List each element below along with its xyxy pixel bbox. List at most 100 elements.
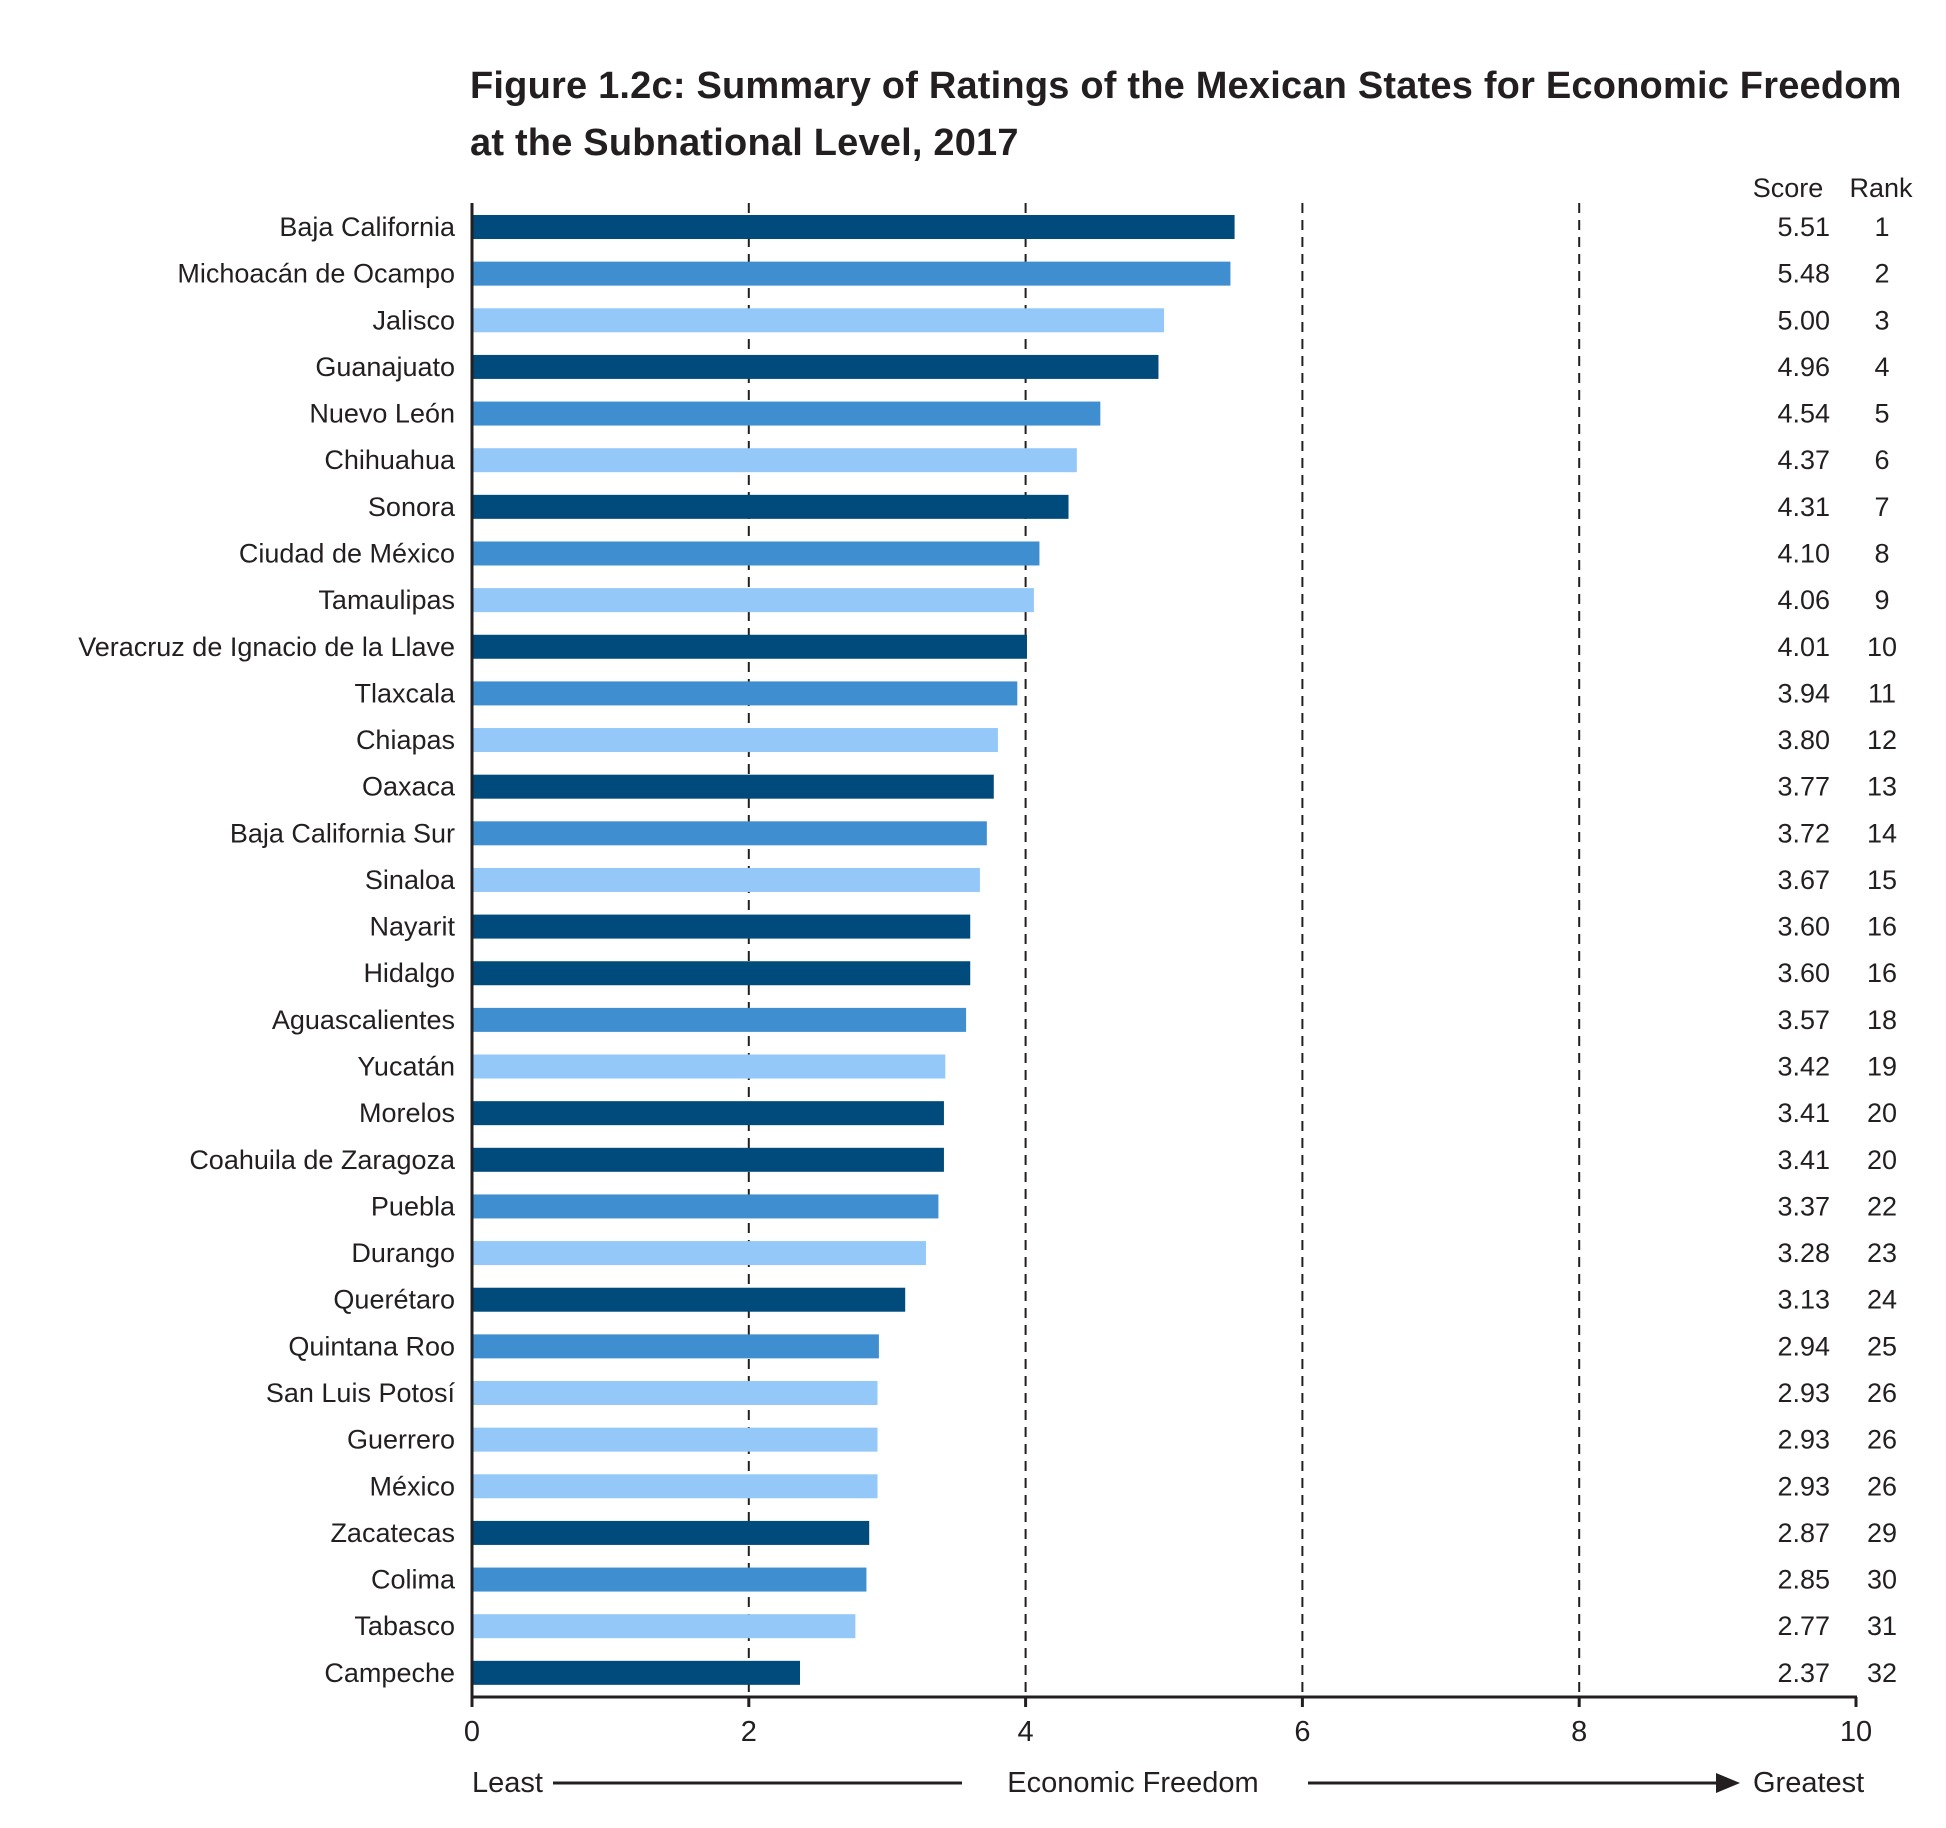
rank-header: Rank — [1849, 173, 1913, 203]
rank-value-25: 25 — [1867, 1331, 1897, 1361]
axis-arrow-head — [1716, 1773, 1740, 1793]
bar-22 — [472, 1194, 939, 1219]
category-label-6: Chihuahua — [324, 445, 456, 475]
category-label-24: Querétaro — [333, 1285, 455, 1315]
category-label-1: Baja California — [279, 212, 456, 242]
bar-19 — [472, 1054, 946, 1079]
rank-value-17: 16 — [1867, 958, 1897, 988]
rank-value-32: 32 — [1867, 1658, 1897, 1688]
score-value-24: 3.13 — [1777, 1285, 1830, 1315]
bar-18 — [472, 1007, 967, 1032]
rank-value-11: 11 — [1868, 678, 1896, 708]
bar-1 — [472, 215, 1235, 239]
category-label-30: Colima — [371, 1565, 456, 1595]
rank-value-3: 3 — [1874, 305, 1889, 335]
bar-5 — [472, 401, 1101, 426]
category-label-4: Guanajuato — [315, 352, 455, 382]
rank-value-13: 13 — [1867, 772, 1897, 802]
category-label-18: Aguascalientes — [272, 1005, 455, 1035]
score-value-30: 2.85 — [1777, 1565, 1830, 1595]
page-title: Figure 1.2c: Summary of Ratings of the M… — [470, 58, 1930, 172]
bar-16 — [472, 914, 971, 939]
category-label-13: Oaxaca — [362, 772, 456, 802]
rank-value-14: 14 — [1867, 818, 1897, 848]
grid-layer — [747, 203, 1581, 1697]
score-value-6: 4.37 — [1777, 445, 1830, 475]
category-label-3: Jalisco — [372, 305, 455, 335]
axis-greatest-label: Greatest — [1753, 1767, 1864, 1799]
score-value-8: 4.10 — [1777, 538, 1830, 568]
rank-value-28: 26 — [1867, 1471, 1897, 1501]
bar-21 — [472, 1147, 944, 1172]
bar-23 — [472, 1241, 926, 1266]
x-tick-label-2: 2 — [741, 1716, 757, 1748]
score-value-16: 3.60 — [1777, 912, 1830, 942]
score-value-17: 3.60 — [1777, 958, 1830, 988]
category-label-layer: Baja California Michoacán de Ocampo Jalisc… — [78, 212, 456, 1688]
bar-2 — [472, 261, 1231, 286]
category-label-28: México — [369, 1471, 455, 1501]
bar-8 — [472, 541, 1040, 566]
rank-value-26: 26 — [1867, 1378, 1897, 1408]
category-label-22: Puebla — [371, 1191, 456, 1221]
rank-value-31: 31 — [1867, 1611, 1897, 1641]
score-value-18: 3.57 — [1777, 1005, 1830, 1035]
bar-9 — [472, 588, 1034, 613]
category-label-29: Zacatecas — [330, 1518, 455, 1548]
rank-value-2: 2 — [1874, 259, 1889, 289]
score-value-14: 3.72 — [1777, 818, 1830, 848]
rank-value-4: 4 — [1874, 352, 1889, 382]
category-label-19: Yucatán — [357, 1052, 455, 1082]
rank-value-19: 19 — [1867, 1052, 1897, 1082]
bar-14 — [472, 821, 987, 846]
bar-24 — [472, 1287, 906, 1312]
bar-25 — [472, 1334, 879, 1359]
rank-value-23: 23 — [1867, 1238, 1897, 1268]
category-label-7: Sonora — [368, 492, 456, 522]
bar-30 — [472, 1567, 867, 1592]
bar-10 — [472, 634, 1027, 659]
bar-7 — [472, 494, 1069, 519]
category-label-21: Coahuila de Zaragoza — [189, 1145, 456, 1175]
category-label-26: San Luis Potosí — [266, 1378, 456, 1408]
category-label-27: Guerrero — [347, 1425, 455, 1455]
rank-value-10: 10 — [1867, 632, 1897, 662]
rank-value-24: 24 — [1867, 1285, 1897, 1315]
score-value-21: 3.41 — [1777, 1145, 1830, 1175]
score-value-29: 2.87 — [1777, 1518, 1830, 1548]
bar-17 — [472, 961, 971, 986]
score-value-7: 4.31 — [1777, 492, 1830, 522]
score-column: Score 5.51 5.48 5.00 4.96 4.54 4.37 4.31 4.10 4.… — [1753, 173, 1830, 1688]
score-value-31: 2.77 — [1777, 1611, 1830, 1641]
bar-15 — [472, 867, 980, 892]
score-value-27: 2.93 — [1777, 1425, 1830, 1455]
bar-27 — [472, 1427, 878, 1452]
rank-value-12: 12 — [1867, 725, 1897, 755]
bar-29 — [472, 1520, 870, 1545]
x-axis-title: Least Economic Freedom Greatest — [472, 1767, 1864, 1799]
score-value-32: 2.37 — [1777, 1658, 1830, 1688]
score-value-25: 2.94 — [1777, 1331, 1830, 1361]
bar-6 — [472, 448, 1077, 473]
category-label-9: Tamaulipas — [318, 585, 455, 615]
rank-value-8: 8 — [1874, 538, 1889, 568]
score-value-13: 3.77 — [1777, 772, 1830, 802]
category-label-10: Veracruz de Ignacio de la Llave — [78, 632, 455, 662]
axis-center-label: Economic Freedom — [1007, 1767, 1258, 1799]
score-value-5: 4.54 — [1777, 399, 1830, 429]
x-tick-label-4: 4 — [1018, 1716, 1034, 1748]
rank-value-1: 1 — [1874, 212, 1889, 242]
score-value-2: 5.48 — [1777, 259, 1830, 289]
category-label-14: Baja California Sur — [230, 818, 455, 848]
category-label-32: Campeche — [324, 1658, 455, 1688]
rank-value-22: 22 — [1867, 1191, 1897, 1221]
category-label-25: Quintana Roo — [288, 1331, 455, 1361]
rank-value-7: 7 — [1874, 492, 1889, 522]
bar-32 — [472, 1660, 801, 1685]
x-tick-label-6: 6 — [1294, 1716, 1310, 1748]
score-value-15: 3.67 — [1777, 865, 1830, 895]
score-header: Score — [1753, 173, 1824, 203]
rank-column: Rank 12345678910111213141516161819202022… — [1849, 173, 1913, 1688]
category-label-5: Nuevo León — [309, 399, 455, 429]
category-label-16: Nayarit — [369, 912, 455, 942]
